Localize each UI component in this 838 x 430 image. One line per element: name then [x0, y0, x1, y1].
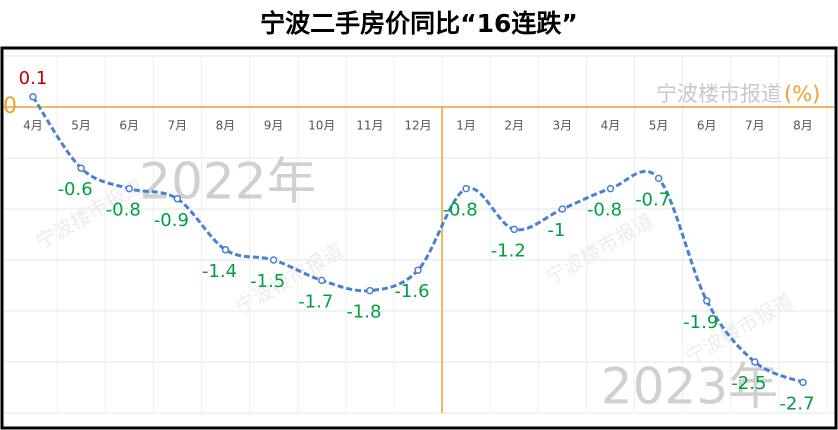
data-label: -0.7	[635, 189, 670, 210]
x-tick-label: 12月	[404, 119, 431, 133]
x-tick-label: 10月	[308, 119, 335, 133]
data-label: -0.8	[106, 200, 141, 221]
chart-title: 宁波二手房价同比“16连跌”	[260, 9, 578, 38]
unit-label: (%)	[784, 82, 820, 106]
point	[751, 358, 759, 366]
point	[269, 256, 278, 264]
point	[510, 225, 518, 234]
x-tick-label: 3月	[553, 119, 573, 133]
x-tick-label: 5月	[649, 119, 669, 133]
year-label: 2022年	[139, 153, 316, 211]
point	[558, 205, 567, 213]
x-tick-label: 7月	[168, 119, 188, 133]
data-label: -1.4	[202, 261, 237, 282]
point	[77, 164, 85, 172]
x-tick-label: 8月	[793, 119, 813, 133]
point	[703, 297, 711, 305]
point	[318, 276, 326, 285]
data-label: -1.8	[346, 302, 381, 323]
point	[414, 266, 422, 274]
data-label: -1.6	[394, 281, 429, 302]
data-label: -1.9	[683, 312, 718, 333]
source-label: 宁波楼市报道	[656, 82, 782, 106]
x-tick-label: 6月	[119, 119, 139, 133]
point	[29, 93, 37, 101]
data-label: -0.9	[154, 210, 189, 231]
data-label: -0.6	[58, 179, 93, 200]
point	[125, 184, 133, 193]
point	[221, 246, 230, 254]
data-label: -1.7	[298, 291, 333, 312]
frame	[0, 46, 838, 430]
point	[462, 184, 470, 193]
data-label: -1.5	[250, 271, 285, 292]
y-tick-label: 0	[3, 94, 17, 119]
x-tick-label: 5月	[71, 119, 91, 133]
x-tick-label: 4月	[601, 119, 621, 133]
x-tick-label: 2月	[504, 119, 524, 133]
point	[799, 378, 807, 387]
data-label: -2.5	[731, 373, 766, 394]
series-line	[31, 95, 804, 384]
point	[606, 184, 615, 193]
data-label: -1	[547, 220, 565, 241]
point	[654, 174, 663, 183]
data-label: -0.8	[587, 200, 622, 221]
x-tick-label: 7月	[745, 119, 765, 133]
x-tick-label: 4月	[23, 119, 43, 133]
year-label: 2023年	[601, 358, 778, 416]
data-label: -0.8	[443, 200, 478, 221]
x-tick-label: 6月	[697, 119, 717, 133]
x-tick-label: 11月	[356, 119, 383, 133]
point	[366, 286, 374, 295]
x-tick-label: 1月	[456, 119, 476, 133]
data-label: -2.7	[779, 393, 814, 414]
data-label: -1.2	[491, 240, 526, 261]
data-label: 0.1	[19, 68, 48, 89]
x-tick-label: 8月	[216, 119, 236, 133]
x-tick-label: 9月	[264, 119, 284, 133]
point	[173, 195, 182, 203]
